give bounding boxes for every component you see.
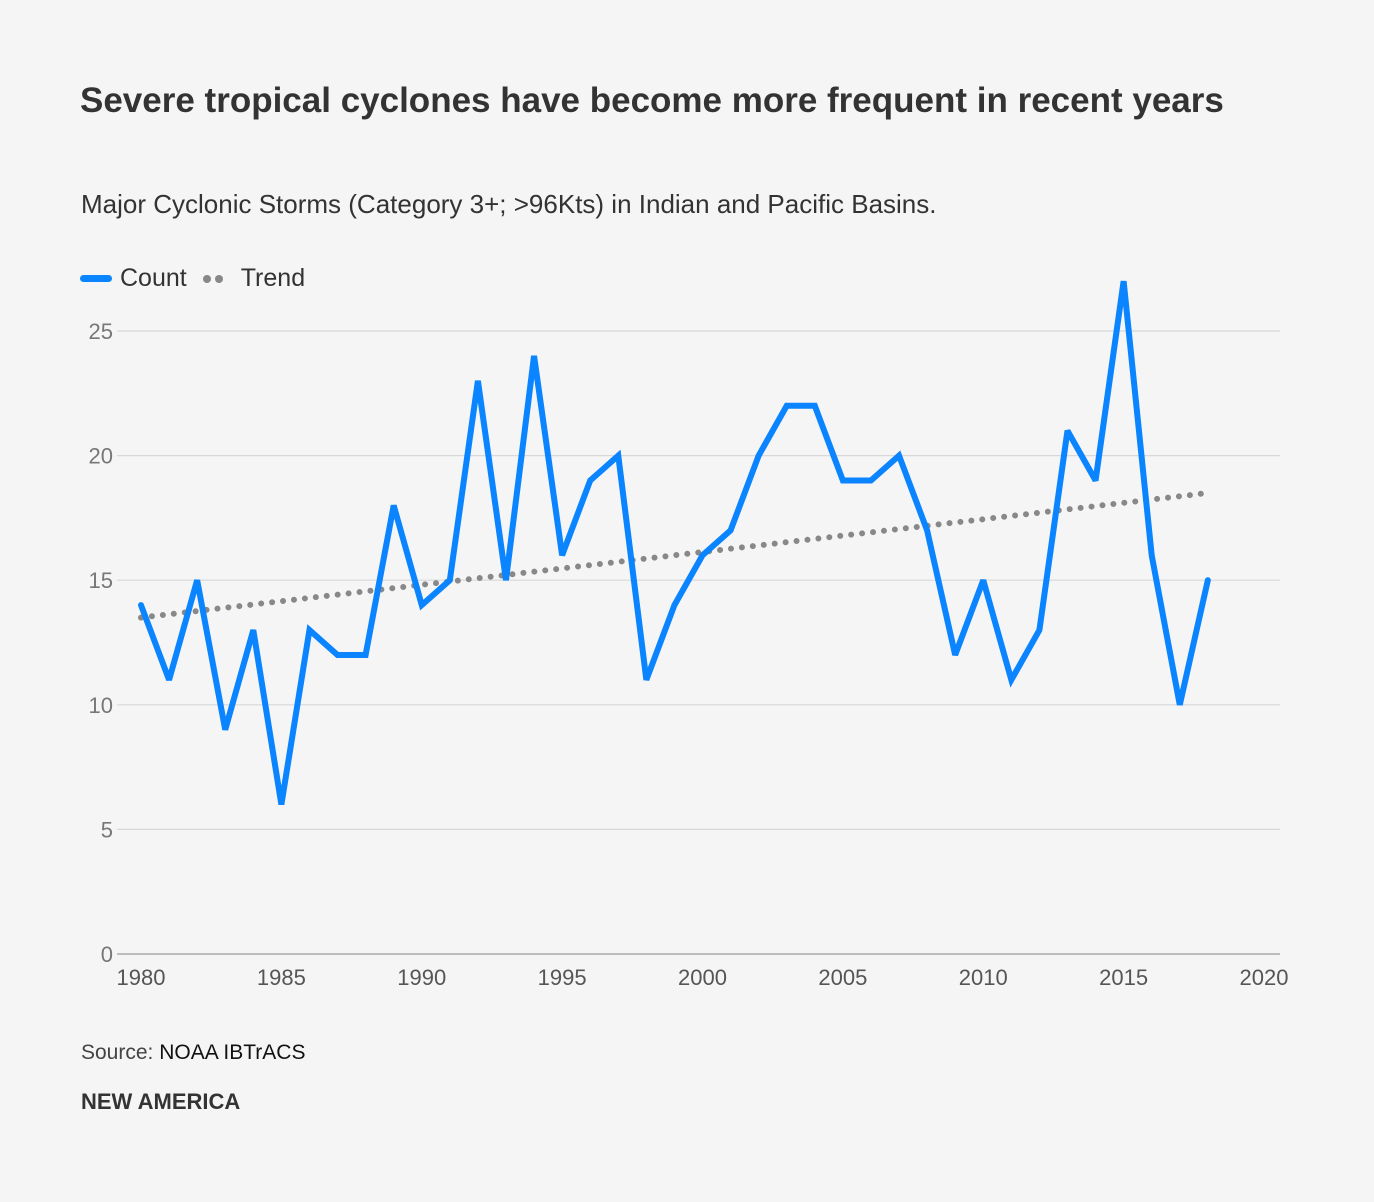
source-text: NOAA IBTrACS [159, 1041, 306, 1064]
legend: Count Trend [80, 264, 305, 293]
x-tick-label: 2005 [818, 965, 867, 990]
trend-line [138, 489, 1211, 621]
source: Source: NOAA IBTrACS [81, 1041, 305, 1065]
x-tick-label: 1995 [538, 965, 587, 990]
y-tick-label: 20 [89, 444, 113, 469]
x-tick-label: 1990 [397, 965, 446, 990]
chart-subtitle: Major Cyclonic Storms (Category 3+; >96K… [81, 189, 937, 219]
chart-title: Severe tropical cyclones have become mor… [80, 81, 1224, 120]
legend-count-swatch [80, 275, 112, 282]
source-label: Source: [81, 1041, 154, 1064]
y-tick-label: 5 [101, 817, 113, 842]
y-tick-label: 10 [89, 693, 113, 718]
y-tick-label: 15 [89, 568, 113, 593]
x-tick-label: 1980 [117, 965, 166, 990]
y-tick-label: 0 [101, 942, 113, 967]
x-tick-label: 2010 [959, 965, 1008, 990]
brand-logo: NEW AMERICA [81, 1089, 241, 1114]
y-tick-label: 25 [89, 319, 113, 344]
x-tick-label: 2015 [1099, 965, 1148, 990]
legend-count-label: Count [120, 264, 187, 292]
x-tick-label: 2020 [1240, 965, 1289, 990]
legend-trend-label: Trend [240, 264, 306, 292]
x-tick-label: 2000 [678, 965, 727, 990]
x-tick-label: 1985 [257, 965, 306, 990]
count-line [138, 280, 1211, 805]
legend-trend-swatch [202, 274, 223, 283]
